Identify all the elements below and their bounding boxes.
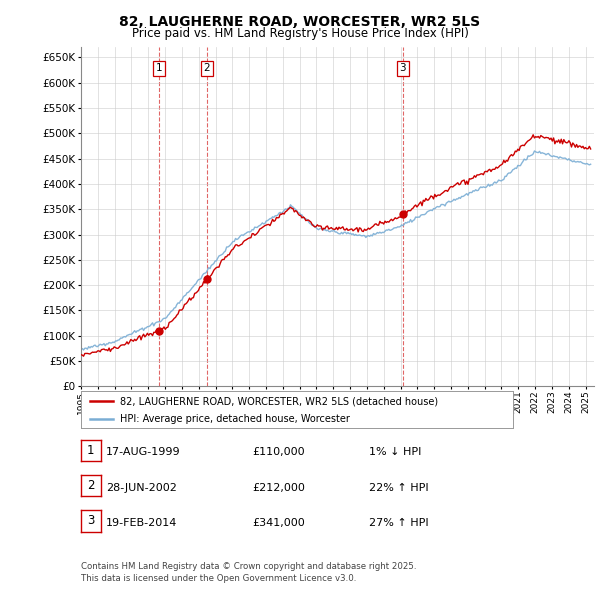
Text: 82, LAUGHERNE ROAD, WORCESTER, WR2 5LS: 82, LAUGHERNE ROAD, WORCESTER, WR2 5LS [119,15,481,29]
Text: Price paid vs. HM Land Registry's House Price Index (HPI): Price paid vs. HM Land Registry's House … [131,27,469,40]
Text: 22% ↑ HPI: 22% ↑ HPI [369,483,428,493]
Text: 28-JUN-2002: 28-JUN-2002 [106,483,177,493]
Text: 2: 2 [203,64,210,74]
Text: 82, LAUGHERNE ROAD, WORCESTER, WR2 5LS (detached house): 82, LAUGHERNE ROAD, WORCESTER, WR2 5LS (… [120,396,438,407]
Text: 1: 1 [155,64,162,74]
Text: HPI: Average price, detached house, Worcester: HPI: Average price, detached house, Worc… [120,414,350,424]
Text: 19-FEB-2014: 19-FEB-2014 [106,518,178,528]
Text: £212,000: £212,000 [252,483,305,493]
Text: Contains HM Land Registry data © Crown copyright and database right 2025.
This d: Contains HM Land Registry data © Crown c… [81,562,416,583]
Text: 1% ↓ HPI: 1% ↓ HPI [369,447,421,457]
Text: £110,000: £110,000 [252,447,305,457]
Text: 27% ↑ HPI: 27% ↑ HPI [369,518,428,528]
Text: 17-AUG-1999: 17-AUG-1999 [106,447,181,457]
Text: 2: 2 [87,479,95,492]
Text: 3: 3 [400,64,406,74]
Text: 1: 1 [87,444,95,457]
Text: £341,000: £341,000 [252,518,305,528]
Text: 3: 3 [87,514,95,527]
